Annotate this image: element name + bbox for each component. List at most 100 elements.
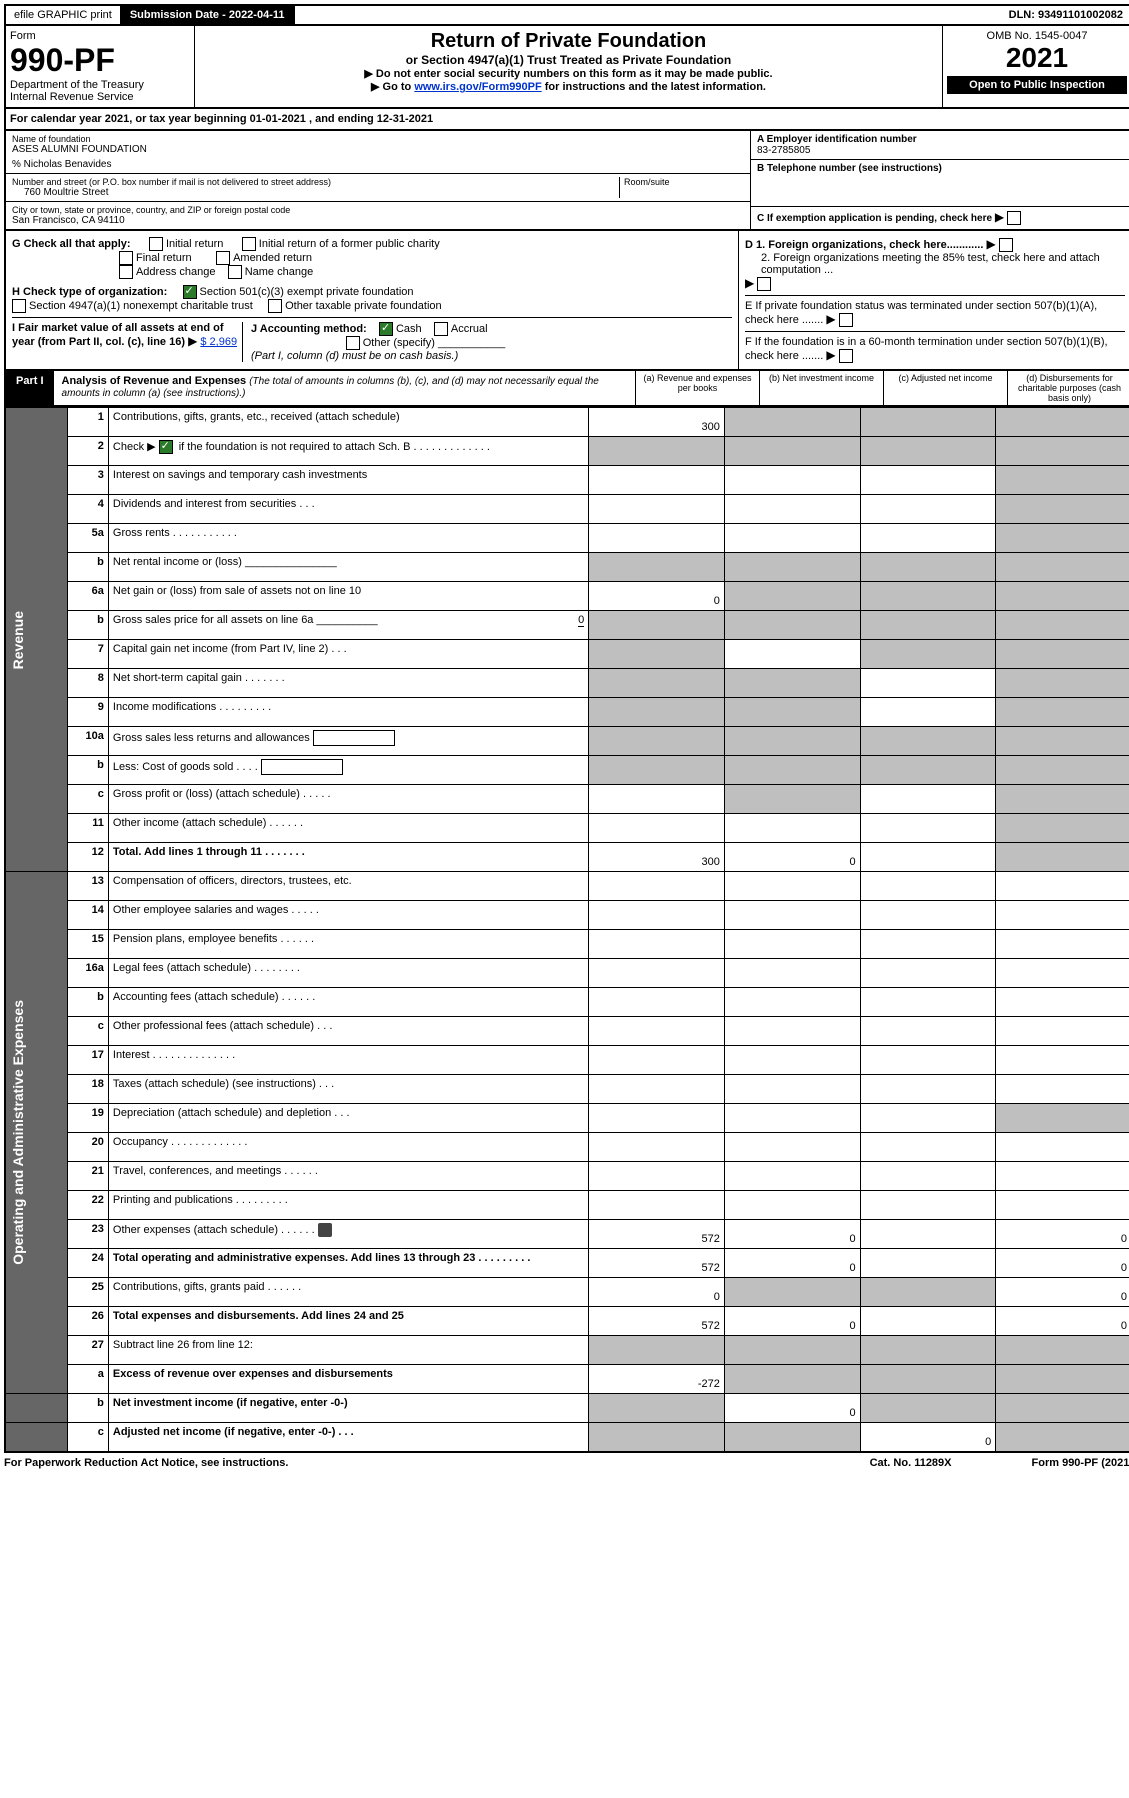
h-501c3-checkbox[interactable] [183, 285, 197, 299]
arrow-icon: ▶ [826, 348, 835, 362]
row-desc: Occupancy . . . . . . . . . . . . . [108, 1133, 588, 1162]
h-4947-checkbox[interactable] [12, 299, 26, 313]
g-amended-label: Amended return [233, 252, 312, 264]
row-desc: Contributions, gifts, grants, etc., rece… [108, 408, 588, 437]
g-addr-label: Address change [136, 266, 216, 278]
note2: ▶ Go to www.irs.gov/Form990PF for instru… [199, 80, 938, 93]
g-final-checkbox[interactable] [119, 251, 133, 265]
arrow-icon: ▶ [995, 210, 1004, 224]
g-addr-checkbox[interactable] [119, 265, 133, 279]
row-val-b: 0 [724, 843, 860, 872]
addr-cell: Number and street (or P.O. box number if… [6, 174, 750, 202]
d2-checkbox[interactable] [757, 277, 771, 291]
row-desc: Subtract line 26 from line 12: [108, 1336, 588, 1365]
g-amended-checkbox[interactable] [216, 251, 230, 265]
table-row: 24Total operating and administrative exp… [5, 1249, 1129, 1278]
row-val-c: 0 [860, 1423, 996, 1453]
city-cell: City or town, state or province, country… [6, 202, 750, 229]
row-val-a: 572 [589, 1220, 725, 1249]
j-accrual-checkbox[interactable] [434, 322, 448, 336]
h-other-checkbox[interactable] [268, 299, 282, 313]
table-row: 3Interest on savings and temporary cash … [5, 466, 1129, 495]
phone-cell: B Telephone number (see instructions) [751, 160, 1129, 207]
row-desc: Compensation of officers, directors, tru… [108, 872, 588, 901]
note2-post: for instructions and the latest informat… [542, 81, 766, 93]
d1-checkbox[interactable] [999, 238, 1013, 252]
table-row: cAdjusted net income (if negative, enter… [5, 1423, 1129, 1453]
part1-label: Part I [6, 371, 54, 405]
row-desc: Pension plans, employee benefits . . . .… [108, 930, 588, 959]
irs-link[interactable]: www.irs.gov/Form990PF [414, 81, 541, 93]
ein-label: A Employer identification number [757, 134, 1125, 145]
city-label: City or town, state or province, country… [12, 205, 744, 215]
submission-date: Submission Date - 2022-04-11 [122, 6, 295, 24]
note1: ▶ Do not enter social security numbers o… [199, 67, 938, 80]
table-row: 5aGross rents . . . . . . . . . . . [5, 524, 1129, 553]
f-label: F If the foundation is in a 60-month ter… [745, 336, 1108, 362]
row-num: 9 [68, 698, 108, 727]
form-number: 990-PF [10, 42, 190, 79]
row-desc: Contributions, gifts, grants paid . . . … [108, 1278, 588, 1307]
h-501c3-label: Section 501(c)(3) exempt private foundat… [200, 286, 414, 298]
table-row: 18Taxes (attach schedule) (see instructi… [5, 1075, 1129, 1104]
f-checkbox[interactable] [839, 349, 853, 363]
row-desc: Other income (attach schedule) . . . . .… [108, 814, 588, 843]
row-val-b: 0 [724, 1307, 860, 1336]
irs: Internal Revenue Service [10, 91, 190, 103]
j-cash-checkbox[interactable] [379, 322, 393, 336]
row-val-d: 0 [996, 1278, 1129, 1307]
j-other-checkbox[interactable] [346, 336, 360, 350]
row-val-b [724, 437, 860, 466]
form-header: Form 990-PF Department of the Treasury I… [4, 26, 1129, 109]
row-num: 11 [68, 814, 108, 843]
row-num: b [68, 553, 108, 582]
row-num: 24 [68, 1249, 108, 1278]
row-num: 18 [68, 1075, 108, 1104]
foundation-name: ASES ALUMNI FOUNDATION [12, 144, 744, 155]
j-accrual-label: Accrual [451, 323, 488, 335]
table-row: 4Dividends and interest from securities … [5, 495, 1129, 524]
calendar-year-row: For calendar year 2021, or tax year begi… [4, 109, 1129, 131]
row-val-b: 0 [724, 1220, 860, 1249]
table-row: 19Depreciation (attach schedule) and dep… [5, 1104, 1129, 1133]
part1-header: Part I Analysis of Revenue and Expenses … [4, 371, 1129, 407]
row-desc: Printing and publications . . . . . . . … [108, 1191, 588, 1220]
e-row: E If private foundation status was termi… [745, 295, 1125, 327]
table-row: 12Total. Add lines 1 through 11 . . . . … [5, 843, 1129, 872]
row-val-a: 300 [589, 843, 725, 872]
table-row: 14Other employee salaries and wages . . … [5, 901, 1129, 930]
row-desc: Capital gain net income (from Part IV, l… [108, 640, 588, 669]
g-initial-former-checkbox[interactable] [242, 237, 256, 251]
e-checkbox[interactable] [839, 313, 853, 327]
row-desc: Less: Cost of goods sold . . . . [108, 756, 588, 785]
c-checkbox[interactable] [1007, 211, 1021, 225]
table-row: 7Capital gain net income (from Part IV, … [5, 640, 1129, 669]
row-num: 13 [68, 872, 108, 901]
col-d-header: (d) Disbursements for charitable purpose… [1007, 371, 1129, 405]
g-initial-checkbox[interactable] [149, 237, 163, 251]
top-bar: efile GRAPHIC print Submission Date - 20… [4, 4, 1129, 26]
row-desc: Interest . . . . . . . . . . . . . . [108, 1046, 588, 1075]
part1-title: Analysis of Revenue and Expenses [62, 375, 247, 387]
schb-checkbox[interactable] [159, 440, 173, 454]
ein-cell: A Employer identification number 83-2785… [751, 131, 1129, 160]
table-row: 26Total expenses and disbursements. Add … [5, 1307, 1129, 1336]
header-left: Form 990-PF Department of the Treasury I… [6, 26, 195, 107]
row-desc: Depreciation (attach schedule) and deple… [108, 1104, 588, 1133]
row-desc: Taxes (attach schedule) (see instruction… [108, 1075, 588, 1104]
g-name-checkbox[interactable] [228, 265, 242, 279]
row-val-b: 0 [724, 1249, 860, 1278]
table-row: bNet rental income or (loss) ___________… [5, 553, 1129, 582]
col-b-header: (b) Net investment income [759, 371, 883, 405]
h-other-label: Other taxable private foundation [285, 300, 442, 312]
arrow-icon: ▶ [745, 276, 754, 290]
form-title: Return of Private Foundation [199, 30, 938, 53]
row-num: 20 [68, 1133, 108, 1162]
row-desc: Gross sales price for all assets on line… [108, 611, 588, 640]
footer: For Paperwork Reduction Act Notice, see … [4, 1453, 1129, 1473]
row-num: 8 [68, 669, 108, 698]
schedule-icon[interactable] [318, 1223, 332, 1237]
name-cell: Name of foundation ASES ALUMNI FOUNDATIO… [6, 131, 750, 174]
row-desc: Other professional fees (attach schedule… [108, 1017, 588, 1046]
row-num: c [68, 1017, 108, 1046]
